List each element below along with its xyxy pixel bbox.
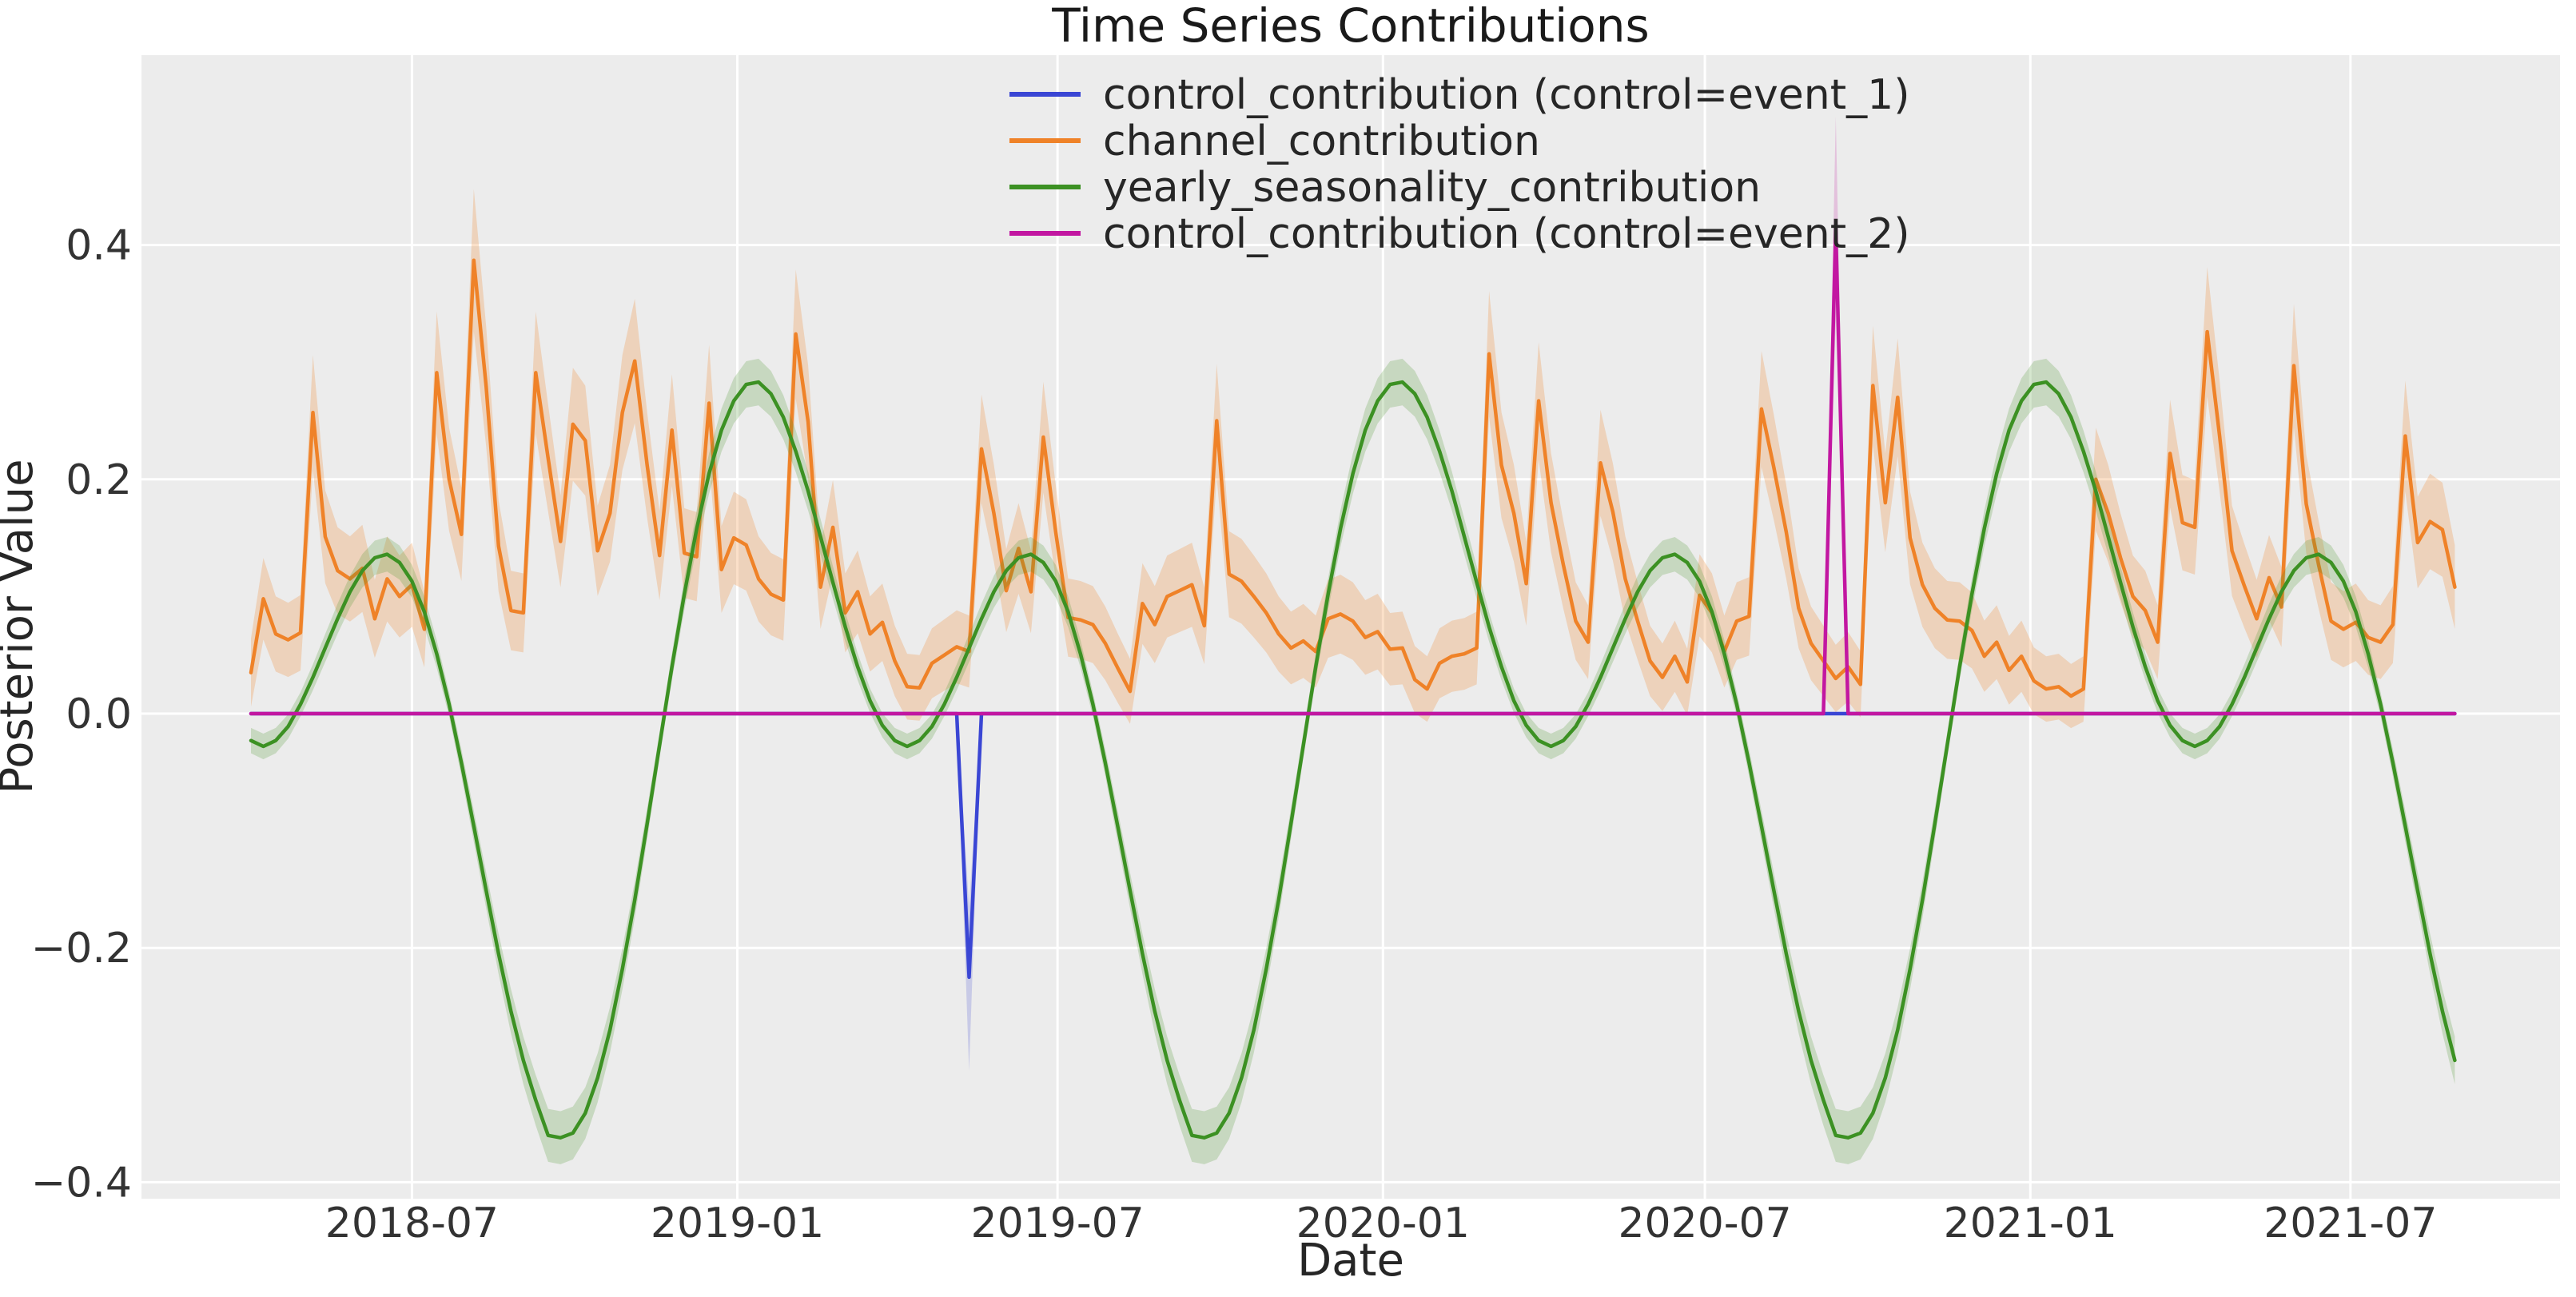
- y-tick-label: 0.4: [66, 222, 132, 270]
- series-line-channel-contribution: [249, 258, 2457, 698]
- x-tick-labels: 2018-07 2019-01 2019-07 2020-01 2020-07 2021-…: [325, 1200, 2438, 1247]
- x-tick-label: 2020-01: [1296, 1200, 1470, 1247]
- legend-item-label: yearly_seasonality_contribution: [1103, 164, 1761, 212]
- y-tick-label: −0.2: [31, 925, 132, 973]
- y-tick-labels: 0.4 0.2 0.0 −0.2 −0.4: [31, 222, 132, 1207]
- series-layer: [249, 116, 2457, 1164]
- y-axis-label: Posterior Value: [0, 459, 43, 794]
- legend-item-label: control_contribution (control=event_1): [1103, 71, 1910, 119]
- legend-item: yearly_seasonality_contribution: [1009, 164, 1761, 212]
- legend-item: channel_contribution: [1009, 117, 1540, 165]
- x-tick-label: 2021-01: [1944, 1200, 2117, 1247]
- x-axis-label: Date: [1297, 1235, 1404, 1287]
- legend-item: control_contribution (control=event_1): [1009, 71, 1910, 119]
- x-tick-label: 2019-01: [651, 1200, 824, 1247]
- y-tick-label: −0.4: [31, 1159, 132, 1207]
- series-line-control-contribution-control-event-2: [249, 225, 2457, 716]
- x-tick-label: 2019-07: [970, 1200, 1144, 1247]
- x-tick-label: 2018-07: [325, 1200, 499, 1247]
- chart-title: Time Series Contributions: [1051, 0, 1650, 53]
- legend-item-label: control_contribution (control=event_2): [1103, 210, 1910, 258]
- y-tick-label: 0.2: [66, 456, 132, 504]
- series-band-channel-contribution: [251, 189, 2455, 729]
- legend: control_contribution (control=event_1) c…: [1009, 71, 1910, 258]
- series-line-yearly-seasonality-contribution: [249, 380, 2457, 1140]
- y-tick-label: 0.0: [66, 690, 132, 738]
- series-band-control-contribution-control-event-1: [956, 714, 981, 1072]
- legend-item-label: channel_contribution: [1103, 117, 1540, 165]
- legend-item: control_contribution (control=event_2): [1009, 210, 1910, 258]
- x-tick-label: 2021-07: [2263, 1200, 2437, 1247]
- x-tick-label: 2020-07: [1618, 1200, 1791, 1247]
